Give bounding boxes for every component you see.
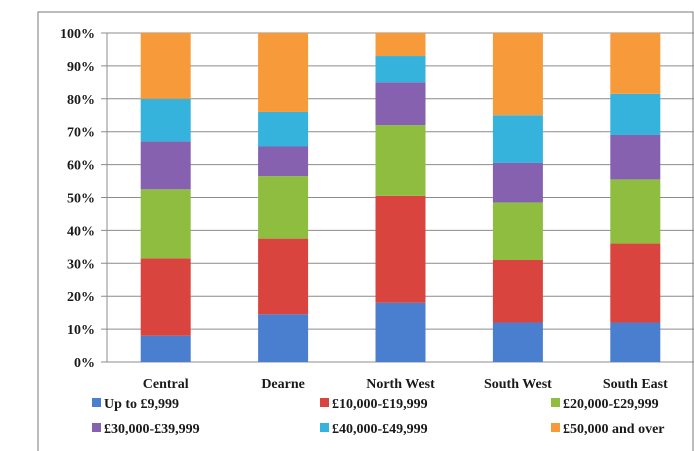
bar-segment	[375, 195, 426, 303]
x-axis-categories: Central Dearne North West South West South E…	[143, 377, 668, 392]
x-category-label: Central	[143, 377, 189, 392]
bar-segment	[610, 179, 661, 244]
x-category-label: Dearne	[261, 377, 305, 392]
bar-segment	[375, 125, 426, 196]
bar-segment	[140, 258, 191, 336]
legend-entry: Up to £9,999	[104, 397, 179, 412]
y-axis-ticks: 0% 10% 20% 30% 40% 50% 60% 70% 80% 90% 100%	[60, 27, 95, 371]
bar-segment	[492, 162, 543, 203]
bar-segment	[492, 202, 543, 261]
bar-segment	[258, 146, 309, 177]
legend-swatch	[551, 398, 560, 407]
legend-entry: £10,000-£19,999	[332, 397, 428, 412]
y-tick-label: 100%	[60, 27, 95, 42]
legend-swatch	[551, 423, 560, 432]
y-tick-label: 40%	[67, 224, 95, 239]
bar-segment	[375, 302, 426, 362]
bar-segment	[140, 189, 191, 259]
y-tick-label: 10%	[67, 323, 95, 338]
legend-entry: £30,000-£39,999	[104, 422, 200, 437]
legend-swatch	[92, 398, 101, 407]
bar-segment	[375, 56, 426, 83]
bars	[140, 33, 661, 362]
chart-frame	[37, 11, 694, 451]
bar-segment	[258, 33, 309, 112]
x-category-label: North West	[366, 377, 435, 392]
y-tick-label: 80%	[67, 93, 95, 108]
y-tick-label: 90%	[67, 60, 95, 75]
bar-segment	[258, 176, 309, 239]
legend-swatch	[320, 398, 329, 407]
y-tick-label: 60%	[67, 159, 95, 174]
y-tick-label: 0%	[74, 356, 95, 371]
bar-segment	[610, 243, 661, 323]
bar-segment	[140, 33, 191, 99]
bar-segment	[610, 33, 661, 94]
legend-entry: £40,000-£49,999	[332, 422, 428, 437]
y-tick-label: 50%	[67, 192, 95, 207]
y-tick-label: 20%	[67, 290, 95, 305]
y-tick-label: 30%	[67, 257, 95, 272]
bar-segment	[492, 33, 543, 116]
bar-segment	[140, 141, 191, 190]
legend-entry: £20,000-£29,999	[563, 397, 659, 412]
legend-swatch	[320, 423, 329, 432]
bar-segment	[492, 260, 543, 323]
legend: Up to £9,999 £10,000-£19,999 £20,000-£29,9…	[92, 397, 665, 437]
bar-segment	[610, 134, 661, 180]
x-category-label: South West	[484, 377, 552, 392]
bar-segment	[492, 322, 543, 362]
bar-segment	[140, 335, 191, 362]
bar-segment	[375, 33, 426, 57]
bar-segment	[258, 314, 309, 362]
bar-segment	[375, 82, 426, 126]
bar-segment	[258, 111, 309, 147]
bar-segment	[610, 322, 661, 362]
x-category-label: South East	[603, 377, 668, 392]
bar-segment	[492, 115, 543, 163]
bar-segment	[140, 98, 191, 142]
y-tick-label: 70%	[67, 126, 95, 141]
legend-entry: £50,000 and over	[563, 422, 665, 437]
bar-segment	[610, 93, 661, 135]
legend-swatch	[92, 423, 101, 432]
bar-segment	[258, 238, 309, 315]
